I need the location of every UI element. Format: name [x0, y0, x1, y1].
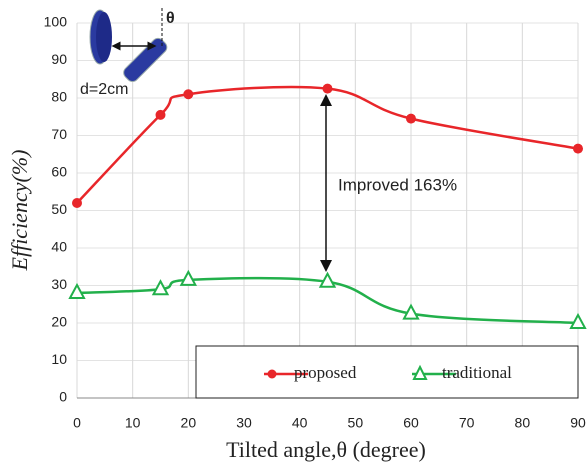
legend-marker: [267, 369, 277, 379]
legend-label: proposed: [294, 363, 357, 382]
x-tick-label: 60: [403, 415, 419, 431]
legend-box: [195, 345, 579, 399]
x-tick-label: 30: [236, 415, 252, 431]
series-line: [76, 85, 579, 204]
y-tick-label: 30: [51, 276, 67, 292]
point: [72, 198, 82, 208]
x-tick-label: 40: [292, 415, 308, 431]
x-tick-label: 20: [181, 415, 197, 431]
point: [183, 89, 194, 100]
inset-angle: θ: [166, 10, 175, 27]
x-tick-label: 80: [515, 415, 531, 431]
legend-marker: [412, 364, 428, 380]
y-tick-label: 70: [51, 126, 67, 142]
y-tick-label: 80: [51, 89, 67, 105]
inset-icon: [89, 8, 168, 83]
x-tick-label: 0: [73, 415, 81, 431]
point: [573, 143, 583, 154]
x-tick-label: 90: [570, 415, 586, 431]
point: [569, 312, 587, 329]
x-axis-label: Tilted angle,θ (degree): [226, 437, 426, 462]
point: [322, 83, 333, 94]
point: [318, 271, 337, 288]
x-tick-label: 10: [125, 415, 141, 431]
y-tick-label: 0: [59, 389, 67, 405]
y-tick-label: 10: [51, 351, 67, 367]
x-tick-label: 70: [459, 415, 475, 431]
y-axis-label: Efficiency(%): [7, 150, 32, 272]
y-tick-label: 100: [44, 14, 68, 30]
legend-label: traditional: [442, 363, 512, 382]
y-tick-label: 20: [51, 314, 67, 330]
x-tick-label: 50: [348, 415, 364, 431]
y-tick-label: 40: [51, 239, 67, 255]
y-tick-label: 60: [51, 164, 67, 180]
annotation: Improved 163%: [338, 175, 457, 194]
inset-label: d=2cm: [80, 81, 128, 98]
point: [68, 282, 86, 299]
point: [151, 279, 170, 296]
point: [406, 113, 416, 124]
y-tick-label: 90: [51, 51, 67, 67]
y-tick-label: 50: [51, 201, 67, 217]
point: [402, 303, 420, 320]
point: [155, 109, 166, 120]
point: [179, 269, 198, 286]
